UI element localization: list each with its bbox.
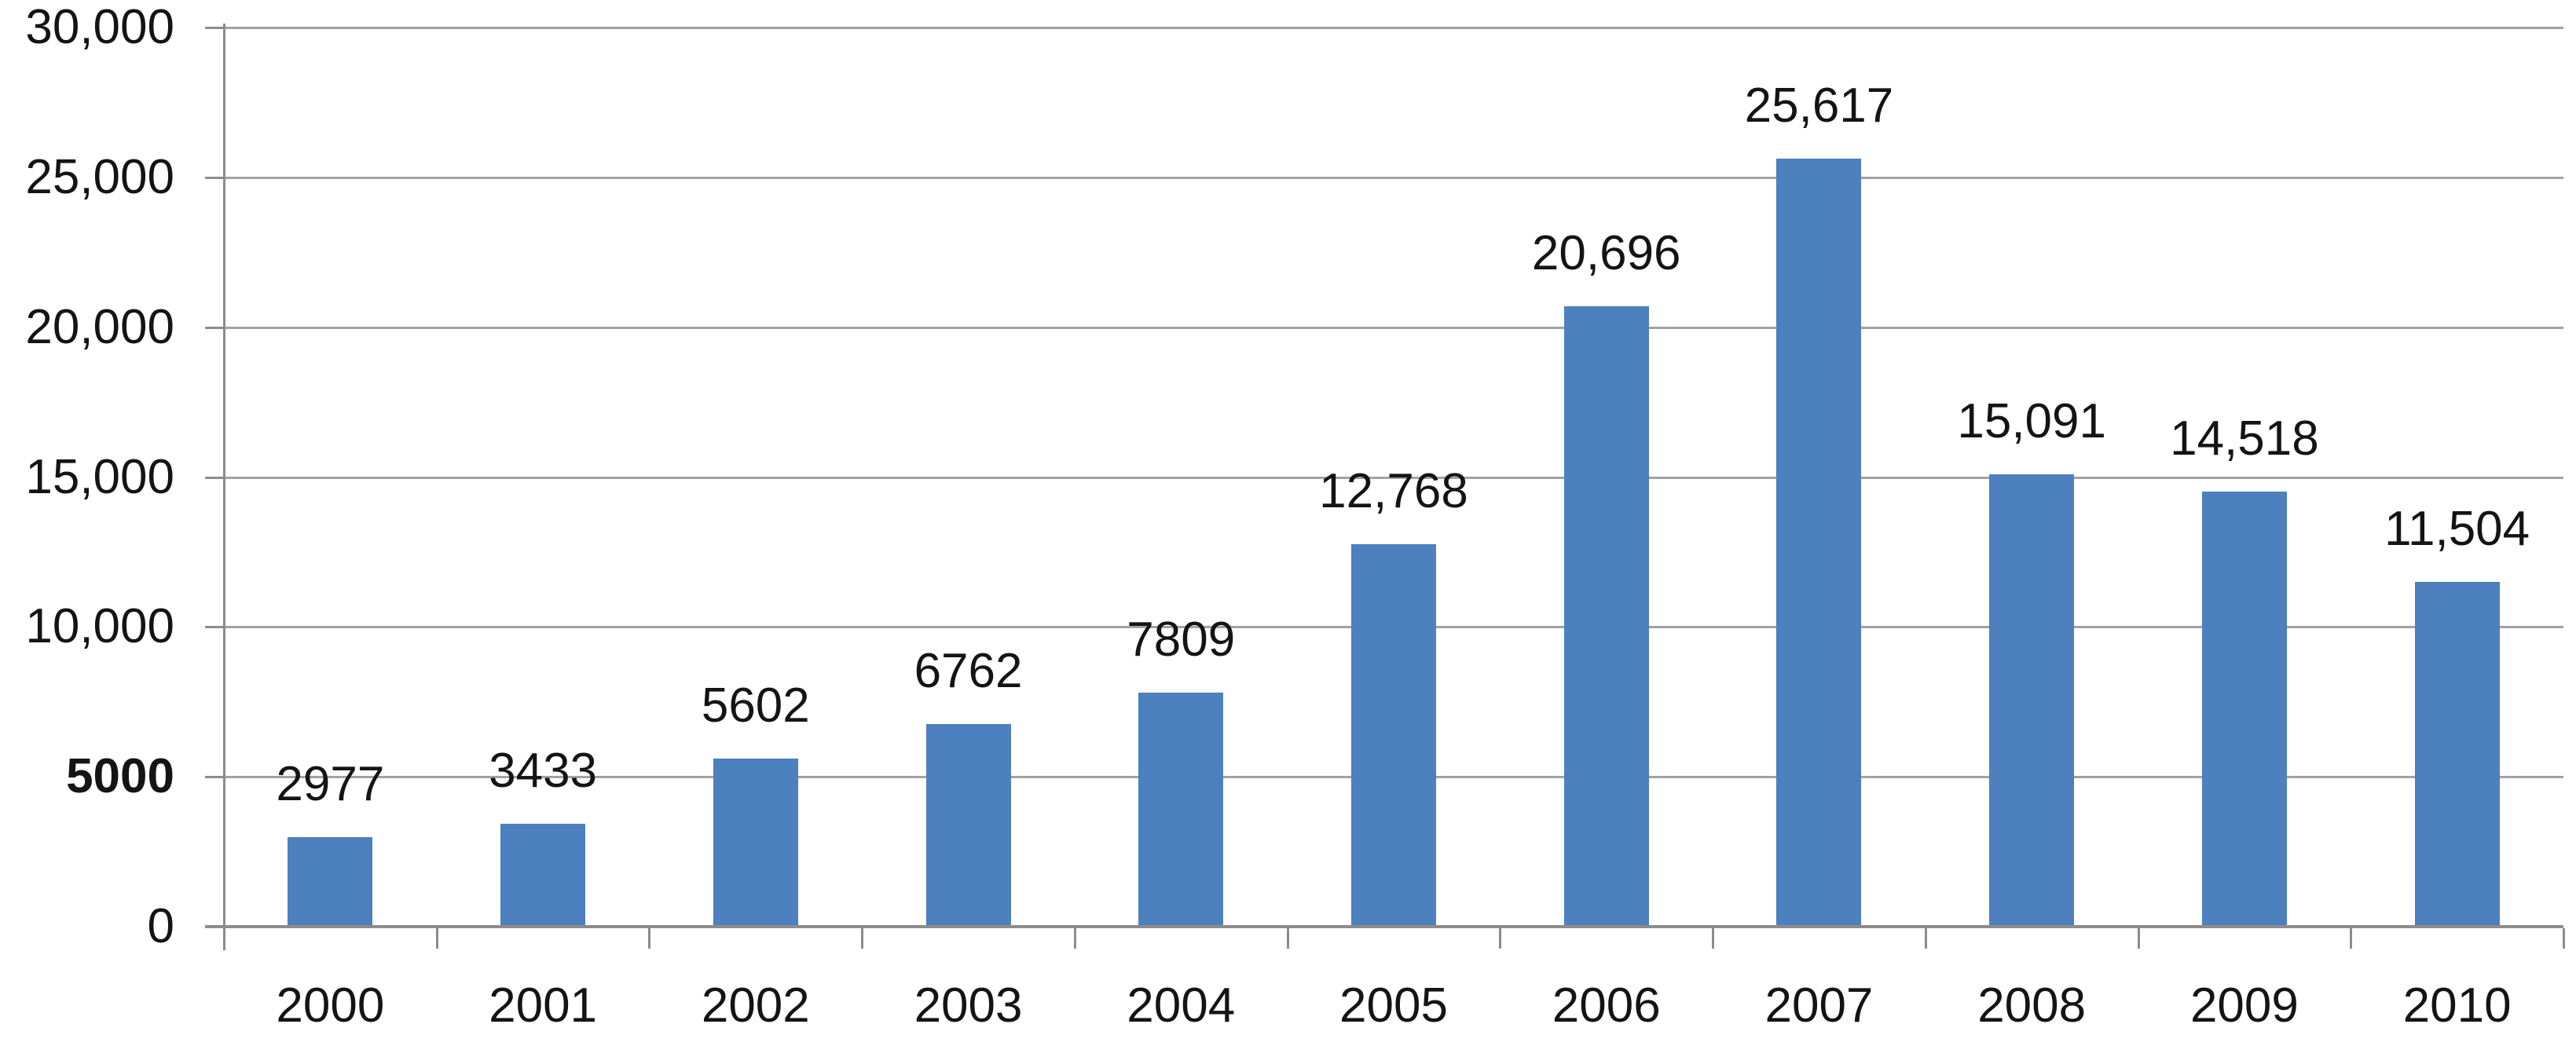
y-axis-tick <box>205 476 224 479</box>
x-tick-label: 2000 <box>276 978 385 1033</box>
bar <box>2201 491 2287 925</box>
bar <box>500 823 586 925</box>
x-axis-tick <box>1073 928 1076 949</box>
bar-value-label: 5602 <box>701 678 810 733</box>
bar-value-label: 2977 <box>276 757 385 812</box>
y-tick-label: 5000 <box>66 749 174 804</box>
x-axis-tick <box>2563 928 2565 949</box>
x-tick-label: 2001 <box>489 978 598 1033</box>
y-axis <box>223 24 225 950</box>
gridline <box>224 27 2563 29</box>
y-tick-label: 25,000 <box>25 149 174 204</box>
x-axis-tick <box>1924 928 1927 949</box>
bar-value-label: 14,518 <box>2170 411 2319 466</box>
y-tick-label: 30,000 <box>25 0 174 54</box>
x-axis-tick <box>1499 928 1502 949</box>
bar <box>288 837 373 925</box>
x-tick-label: 2008 <box>1977 978 2087 1033</box>
bar <box>1989 474 2075 925</box>
x-tick-label: 2004 <box>1127 978 1236 1033</box>
x-axis <box>205 925 2563 928</box>
x-tick-label: 2010 <box>2402 978 2512 1033</box>
x-axis-tick <box>435 928 438 949</box>
x-axis-tick <box>223 928 225 949</box>
y-axis-tick <box>205 27 224 29</box>
bar-value-label: 7809 <box>1127 612 1236 667</box>
x-tick-label: 2003 <box>914 978 1023 1033</box>
x-tick-label: 2006 <box>1552 978 1661 1033</box>
gridline <box>224 476 2563 479</box>
bar <box>1138 692 1224 925</box>
bar <box>1351 543 1436 925</box>
bar <box>713 759 798 925</box>
x-axis-tick <box>2137 928 2140 949</box>
bar-value-label: 15,091 <box>1957 394 2106 449</box>
bar-value-label: 6762 <box>914 643 1023 698</box>
bar-value-label: 3433 <box>489 743 598 798</box>
bar <box>1563 306 1649 925</box>
y-axis-tick <box>205 326 224 329</box>
y-axis-tick <box>205 626 224 629</box>
x-axis-tick <box>2350 928 2353 949</box>
x-axis-tick <box>861 928 864 949</box>
x-axis-tick <box>1712 928 1715 949</box>
bar <box>925 723 1011 925</box>
y-tick-label: 10,000 <box>25 599 174 654</box>
y-tick-label: 15,000 <box>25 449 174 504</box>
gridline <box>224 176 2563 179</box>
y-axis-tick <box>205 776 224 779</box>
x-tick-label: 2005 <box>1339 978 1448 1033</box>
x-tick-label: 2002 <box>701 978 810 1033</box>
bar <box>2414 581 2500 925</box>
x-tick-label: 2007 <box>1764 978 1874 1033</box>
x-axis-tick <box>1286 928 1289 949</box>
bar-value-label: 20,696 <box>1531 226 1681 281</box>
bar-value-label: 12,768 <box>1319 463 1468 518</box>
bar <box>1776 159 1862 925</box>
y-tick-label: 20,000 <box>25 299 174 354</box>
y-tick-label: 0 <box>147 899 174 953</box>
bar-value-label: 25,617 <box>1744 79 1894 133</box>
gridline <box>224 326 2563 329</box>
x-axis-tick <box>648 928 651 949</box>
bar-value-label: 11,504 <box>2384 501 2530 556</box>
x-tick-label: 2009 <box>2189 978 2299 1033</box>
y-axis-tick <box>205 176 224 179</box>
